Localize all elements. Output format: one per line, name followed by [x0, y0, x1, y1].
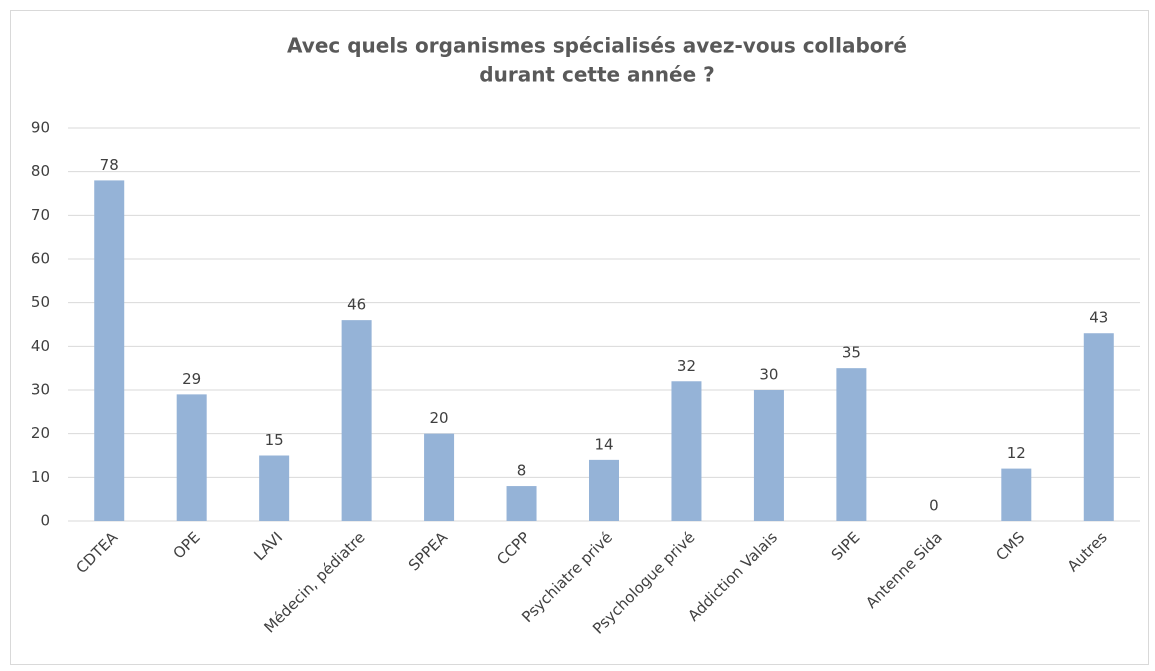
y-tick-label: 90 — [31, 119, 50, 137]
data-label: 43 — [1089, 309, 1108, 327]
data-label: 35 — [842, 344, 861, 362]
bar — [753, 390, 784, 521]
y-tick-label: 70 — [31, 206, 50, 224]
y-tick-label: 20 — [31, 424, 50, 442]
data-label: 12 — [1007, 444, 1026, 462]
y-tick-label: 0 — [40, 512, 50, 530]
data-label: 32 — [677, 357, 696, 375]
bar — [1001, 468, 1032, 521]
y-tick-label: 40 — [31, 337, 50, 355]
data-label: 8 — [517, 462, 527, 480]
y-tick-label: 10 — [31, 468, 50, 486]
y-tick-label: 60 — [31, 250, 50, 268]
data-label: 30 — [759, 366, 778, 384]
bar — [176, 394, 207, 521]
bar — [671, 381, 702, 521]
y-tick-label: 80 — [31, 162, 50, 180]
data-label: 14 — [594, 435, 613, 453]
bar — [94, 180, 125, 521]
data-label: 20 — [430, 409, 449, 427]
bar — [836, 368, 867, 521]
bar — [259, 455, 290, 521]
chart-title: durant cette année ? — [479, 63, 714, 87]
y-tick-label: 30 — [31, 381, 50, 399]
bar — [1083, 333, 1114, 521]
chart-title: Avec quels organismes spécialisés avez-v… — [287, 34, 907, 58]
bar — [589, 459, 619, 521]
data-label: 46 — [347, 296, 366, 314]
data-label: 0 — [929, 497, 939, 515]
y-tick-label: 50 — [31, 293, 50, 311]
bar — [341, 320, 372, 521]
data-label: 15 — [265, 431, 284, 449]
bar — [424, 433, 455, 521]
chart-border — [10, 10, 1149, 665]
data-label: 29 — [182, 370, 201, 388]
data-label: 78 — [100, 156, 119, 174]
bar — [506, 486, 537, 521]
